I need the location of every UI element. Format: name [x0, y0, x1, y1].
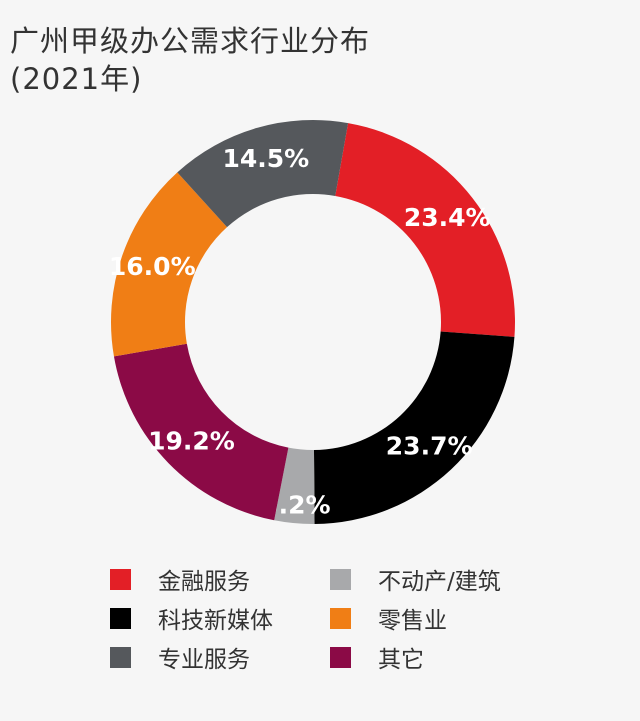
legend-label-1: 不动产/建筑 [378, 569, 501, 595]
slice-data-label-1: 23.7% [386, 432, 473, 461]
chart-title: 广州甲级办公需求行业分布 (2021年) [10, 22, 370, 98]
legend-label-3: 零售业 [378, 608, 447, 634]
slice-data-label-0: 23.4% [404, 203, 491, 232]
donut-slice-3 [113, 343, 289, 521]
legend-item-3: 零售业 [330, 603, 580, 634]
legend-item-1: 不动产/建筑 [330, 564, 580, 595]
slice-data-label-5: 14.5% [222, 144, 309, 173]
donut-slice-0 [335, 123, 515, 337]
legend-label-5: 其它 [378, 647, 424, 673]
legend-swatch-4 [110, 646, 131, 668]
legend-label-0: 金融服务 [158, 569, 250, 595]
slice-data-label-4: 16.0% [109, 252, 196, 281]
legend-item-0: 金融服务 [110, 564, 330, 595]
legend-label-2: 科技新媒体 [158, 608, 273, 634]
chart-title-main: 广州甲级办公需求行业分布 [10, 24, 371, 58]
slice-data-label-3: 19.2% [148, 426, 235, 455]
chart-legend: 金融服务 不动产/建筑科技新媒体 零售业专业服务 其它 [110, 564, 580, 673]
legend-item-2: 科技新媒体 [110, 603, 330, 634]
donut-slice-2 [274, 447, 315, 524]
legend-swatch-0 [110, 568, 131, 590]
legend-item-5: 其它 [330, 642, 580, 673]
donut-slice-4 [111, 172, 228, 357]
legend-swatch-3 [330, 607, 351, 629]
donut-slice-1 [313, 331, 515, 524]
legend-label-4: 专业服务 [158, 647, 250, 673]
chart-subtitle: (2021年) [10, 62, 143, 96]
donut-chart: 23.4%23.7%3.2%19.2%16.0%14.5% [109, 120, 515, 524]
legend-item-4: 专业服务 [110, 642, 330, 673]
legend-swatch-1 [330, 568, 351, 590]
donut-slice-5 [177, 120, 349, 228]
legend-swatch-5 [330, 646, 351, 668]
legend-swatch-2 [110, 607, 131, 629]
